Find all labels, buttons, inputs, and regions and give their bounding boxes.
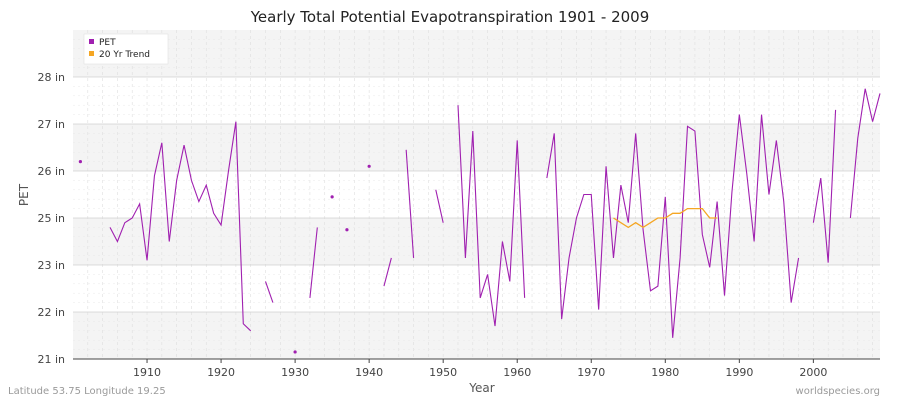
x-tick-label: 1940 [355,366,383,379]
x-tick-label: 1990 [725,366,753,379]
footer-coordinates: Latitude 53.75 Longitude 19.25 [8,386,166,397]
x-tick-label: 1950 [429,366,457,379]
x-tick-label: 1920 [207,366,235,379]
y-tick-label: 26 in [37,165,65,178]
series-pet-point [330,195,334,199]
series-trend-line [613,207,718,229]
series-pet-line [405,149,415,258]
x-tick-label: 1910 [133,366,161,379]
legend-label-pet: PET [99,38,116,48]
x-axis-label: Year [468,381,494,395]
series-pet-line [309,227,318,298]
y-tick-label: 21 in [37,353,65,366]
series-pet-point [78,160,83,164]
series-pet-point [345,228,349,232]
series-pet-point [367,164,371,168]
x-tick-label: 1970 [577,366,605,379]
series-pet-line [435,189,444,223]
series-pet-line [109,121,252,332]
y-tick-label: 27 in [37,118,65,131]
footer-source: worldspecies.org [796,386,880,397]
plot-band [73,312,880,359]
plot-background [73,30,880,359]
x-tick-label: 1960 [503,366,531,379]
series-pet-point [293,350,297,354]
x-tick-label: 2000 [799,366,827,379]
x-tick-label: 1930 [281,366,309,379]
legend-swatch-pet [89,39,94,44]
y-tick-label: 22 in [37,306,65,319]
y-tick-label: 28 in [37,71,65,84]
x-tick-label: 1980 [651,366,679,379]
legend: PET 20 Yr Trend [83,33,169,65]
series-pet-line [264,281,274,303]
y-tick-label: 25 in [37,212,65,225]
series-pet-line [546,114,800,338]
series-pet-line [849,88,881,219]
y-axis-label: PET [17,183,31,206]
legend-box [83,33,169,65]
legend-swatch-trend [89,51,94,56]
series-pet-line [812,109,837,263]
y-tick-label: 23 in [37,259,65,272]
legend-label-trend: 20 Yr Trend [99,50,150,60]
chart-title: Yearly Total Potential Evapotranspiratio… [250,8,650,26]
axis-ticks: 21 in 22 in 23 in 25 in 26 in 27 in 28 in 1910 1… [37,71,827,379]
plot-band [73,30,880,77]
series-layer [78,88,881,354]
series-pet-line [383,257,392,287]
plot-area [73,30,880,359]
series-pet-line [457,105,526,327]
grid-lines [73,30,880,359]
